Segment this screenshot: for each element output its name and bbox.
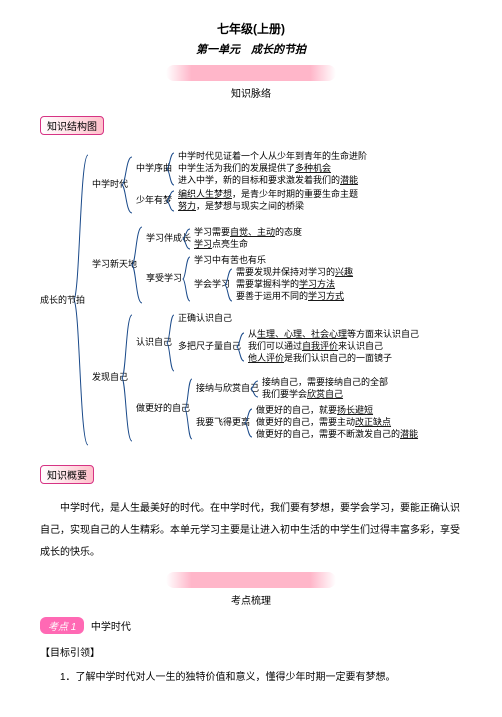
svg-text:学会学习: 学会学习 bbox=[194, 278, 230, 289]
svg-text:做更好的自己，需要不断激发自己的潜能: 做更好的自己，需要不断激发自己的潜能 bbox=[256, 428, 418, 439]
section-heading-1: 知识脉络 bbox=[40, 85, 462, 100]
svg-text:中学序曲: 中学序曲 bbox=[136, 162, 172, 173]
svg-text:中学生活为我们的发展提供了多种机会: 中学生活为我们的发展提供了多种机会 bbox=[178, 162, 331, 173]
section-heading-2: 考点梳理 bbox=[40, 592, 462, 607]
svg-text:他人评价是我们认识自己的一面镜子: 他人评价是我们认识自己的一面镜子 bbox=[248, 352, 392, 363]
knowledge-structure-diagram: .t { font-size: 9px; fill: #000; font-fa… bbox=[40, 145, 470, 455]
goal-item-1: 1．了解中学时代对人一生的独特价值和意义，懂得少年时期一定要有梦想。 bbox=[40, 667, 462, 689]
unit-title: 第一单元 成长的节拍 bbox=[40, 41, 462, 57]
svg-text:从生理、心理、社会心理等方面来认识自己: 从生理、心理、社会心理等方面来认识自己 bbox=[248, 328, 419, 339]
svg-text:成长的节拍: 成长的节拍 bbox=[40, 294, 85, 305]
svg-text:多把尺子量自己: 多把尺子量自己 bbox=[178, 340, 241, 351]
svg-text:接纳自己，需要接纳自己的全部: 接纳自己，需要接纳自己的全部 bbox=[262, 376, 388, 387]
svg-text:接纳与欣赏自己: 接纳与欣赏自己 bbox=[196, 382, 259, 393]
svg-text:学习需要自觉、主动的态度: 学习需要自觉、主动的态度 bbox=[194, 226, 302, 237]
svg-text:我们可以通过自我评价来认识自己: 我们可以通过自我评价来认识自己 bbox=[248, 340, 383, 351]
svg-text:学习中有苦也有乐: 学习中有苦也有乐 bbox=[194, 254, 266, 265]
keypoint-name: 中学时代 bbox=[91, 622, 131, 633]
svg-text:编织人生梦想，是青少年时期的重要生命主题: 编织人生梦想，是青少年时期的重要生命主题 bbox=[178, 188, 358, 199]
svg-text:努力，是梦想与现实之间的桥梁: 努力，是梦想与现实之间的桥梁 bbox=[178, 200, 304, 211]
svg-text:要善于运用不同的学习方式: 要善于运用不同的学习方式 bbox=[236, 290, 344, 301]
svg-text:做更好的自己，就要扬长避短: 做更好的自己，就要扬长避短 bbox=[256, 404, 373, 415]
svg-text:进入中学，新的目标和要求激发着我们的潜能: 进入中学，新的目标和要求激发着我们的潜能 bbox=[178, 174, 358, 185]
svg-text:享受学习: 享受学习 bbox=[146, 272, 182, 283]
svg-text:中学时代见证着一个人从少年到青年的生命进阶: 中学时代见证着一个人从少年到青年的生命进阶 bbox=[178, 150, 367, 161]
decorative-bar-1 bbox=[166, 65, 336, 81]
svg-text:少年有梦: 少年有梦 bbox=[136, 194, 172, 205]
decorative-bar-2 bbox=[166, 572, 336, 588]
svg-text:做更好的自己: 做更好的自己 bbox=[136, 402, 190, 413]
svg-text:正确认识自己: 正确认识自己 bbox=[178, 312, 232, 323]
grade-title: 七年级(上册) bbox=[40, 20, 462, 37]
svg-text:学习点亮生命: 学习点亮生命 bbox=[194, 238, 248, 249]
svg-text:需要掌握科学的学习方法: 需要掌握科学的学习方法 bbox=[236, 278, 335, 289]
goal-heading: 【目标引领】 bbox=[40, 644, 462, 659]
svg-text:做更好的自己，需要主动改正缺点: 做更好的自己，需要主动改正缺点 bbox=[256, 416, 391, 427]
label-structure: 知识结构图 bbox=[40, 116, 104, 135]
svg-text:需要发现并保持对学习的兴趣: 需要发现并保持对学习的兴趣 bbox=[236, 266, 353, 277]
svg-text:认识自己: 认识自己 bbox=[136, 336, 172, 347]
svg-text:我要飞得更高: 我要飞得更高 bbox=[196, 416, 250, 427]
summary-paragraph: 中学时代，是人生最美好的时代。在中学时代，我们要有梦想，要学会学习，要能正确认识… bbox=[40, 498, 462, 564]
label-summary: 知识概要 bbox=[40, 465, 94, 484]
svg-text:学习新天地: 学习新天地 bbox=[92, 258, 137, 269]
svg-text:我们要学会欣赏自己: 我们要学会欣赏自己 bbox=[262, 388, 343, 399]
keypoint-row: 考点 1 中学时代 bbox=[40, 617, 462, 634]
keypoint-badge: 考点 1 bbox=[40, 617, 84, 634]
